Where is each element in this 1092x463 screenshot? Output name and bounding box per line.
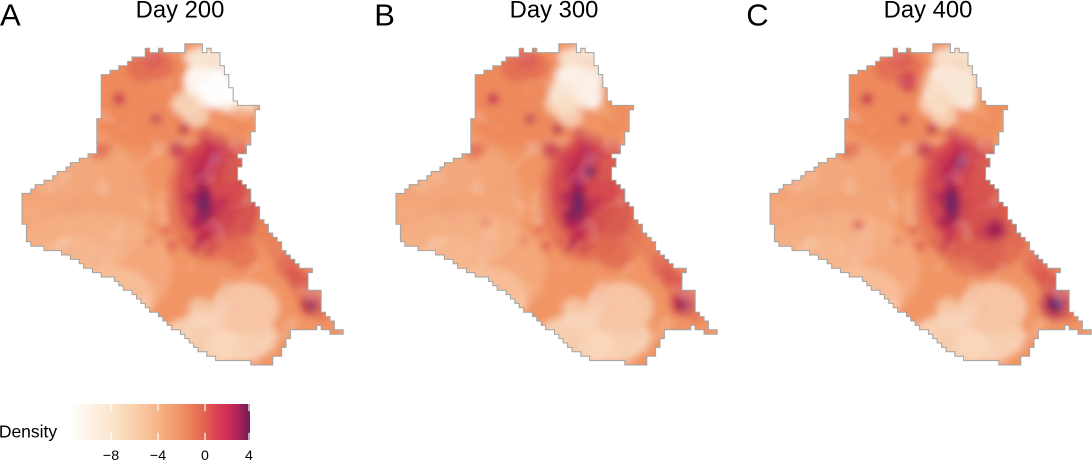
svg-text:B: B — [374, 0, 395, 32]
svg-text:4: 4 — [245, 448, 253, 463]
svg-text:0: 0 — [201, 448, 209, 463]
svg-text:Density: Density — [0, 422, 57, 442]
svg-text:Day 200: Day 200 — [136, 0, 225, 24]
svg-text:Day 400: Day 400 — [884, 0, 973, 24]
svg-text:−8: −8 — [103, 448, 119, 463]
svg-text:C: C — [746, 0, 768, 32]
svg-text:−4: −4 — [150, 448, 166, 463]
svg-text:Day 300: Day 300 — [510, 0, 599, 24]
svg-text:A: A — [0, 0, 21, 32]
